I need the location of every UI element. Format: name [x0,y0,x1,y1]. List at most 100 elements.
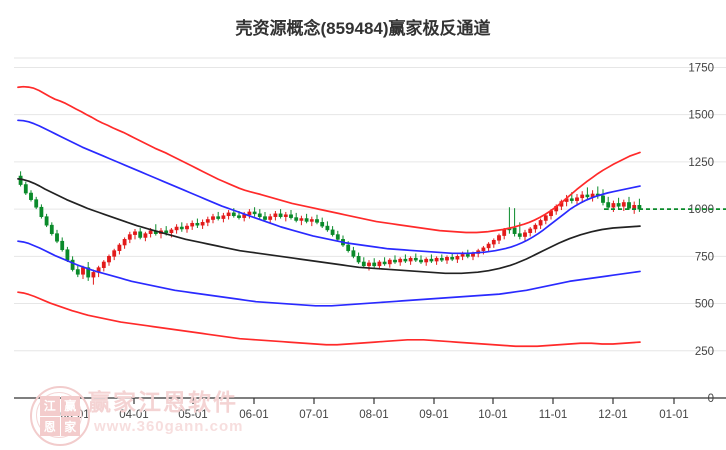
candle-body [231,212,236,217]
candle-body [481,247,486,251]
candle-body [632,205,637,209]
candle-body [112,250,117,257]
candle-body [621,202,626,207]
channel-band-line [17,178,641,275]
candle-body [569,198,574,201]
channel-band-line [17,291,641,348]
candle-body [216,216,221,219]
candle-body [601,195,605,203]
candle-body [486,243,491,249]
candle-body [304,218,309,222]
candle-body [372,262,377,267]
candle-body [429,258,434,262]
candle-body [465,254,470,257]
candle-body [65,249,70,261]
candle-body [122,239,127,246]
candle-body [320,222,325,227]
candle-body [91,272,96,278]
y-axis-tick-label: 1000 [688,204,714,216]
candle-body [450,256,455,260]
candle-body [611,203,616,208]
candle-body [627,202,631,209]
channel-bands-group [17,85,641,348]
candle-body [491,239,496,245]
candle-body [169,229,174,234]
candle-body [367,262,371,267]
y-axis-tick-label: 1250 [688,157,714,169]
candle-body [471,253,475,257]
chart-title: 壳资源概念(859484)赢家极反通道 [235,19,491,38]
channel-band-line [17,119,641,255]
candle-body [585,194,590,198]
candle-body [543,215,548,221]
candle-body [502,229,507,236]
candle-body [335,234,340,240]
candle-body [283,214,288,217]
x-axis-tick-label: 08-01 [359,409,388,421]
candle-body [497,235,501,241]
x-axis-tick-label: 12-01 [598,409,627,421]
candle-body [70,259,75,270]
candle-body [148,230,153,234]
candle-body [398,258,403,263]
candle-body [346,244,351,251]
y-axis-tick-label: 0 [708,393,714,405]
candle-body [263,216,267,220]
candle-body [356,256,361,263]
candle-body [164,230,169,234]
candle-body [39,206,44,217]
candle-body [55,233,59,242]
candle-body [75,269,80,275]
candle-body [133,231,137,235]
y-axis-tick-label: 750 [695,251,714,263]
candle-body [257,213,262,217]
candle-body [268,216,273,220]
candle-body [252,211,257,215]
candle-body [299,218,304,221]
candle-body [226,212,231,217]
candle-body [237,215,241,218]
x-axis-tick-label: 04-01 [119,409,148,421]
candle-body [200,222,205,226]
candle-body [460,254,465,257]
candle-body [387,259,392,265]
candle-body [29,192,33,200]
candle-body [528,228,533,234]
candle-body [315,219,319,223]
x-axis-tick-label: 10-01 [478,409,507,421]
x-axis-tick-label: 09-01 [419,409,448,421]
candle-body [81,267,85,275]
candle-body [195,222,200,226]
candle-body [533,224,538,230]
x-axis-tick-label: 05-01 [178,409,207,421]
gridlines-group [14,57,726,399]
candle-body [439,257,444,261]
candle-body [211,216,215,220]
y-axis-tick-label: 1750 [688,62,714,74]
candlestick-series [18,171,642,285]
x-axis-tick-label: 01-01 [659,409,688,421]
candle-body [361,261,366,267]
candle-body [377,261,382,267]
candle-body [138,231,143,238]
candle-body [23,184,28,194]
candle-body [434,257,439,262]
candle-body [616,203,621,207]
candle-body [107,256,111,263]
candle-body [538,220,543,226]
candle-body [49,224,54,234]
candle-body [278,213,283,217]
candle-body [18,175,23,185]
candle-body [127,234,132,240]
candle-body [273,213,278,217]
candle-body [34,199,39,208]
candle-body [221,215,226,219]
candle-body [455,256,460,260]
candle-body [445,256,449,261]
candle-body [101,261,106,268]
candle-body [44,216,49,226]
candle-body [413,257,418,261]
x-axis-tick-label: 11-01 [539,409,568,421]
candle-body [419,259,423,263]
